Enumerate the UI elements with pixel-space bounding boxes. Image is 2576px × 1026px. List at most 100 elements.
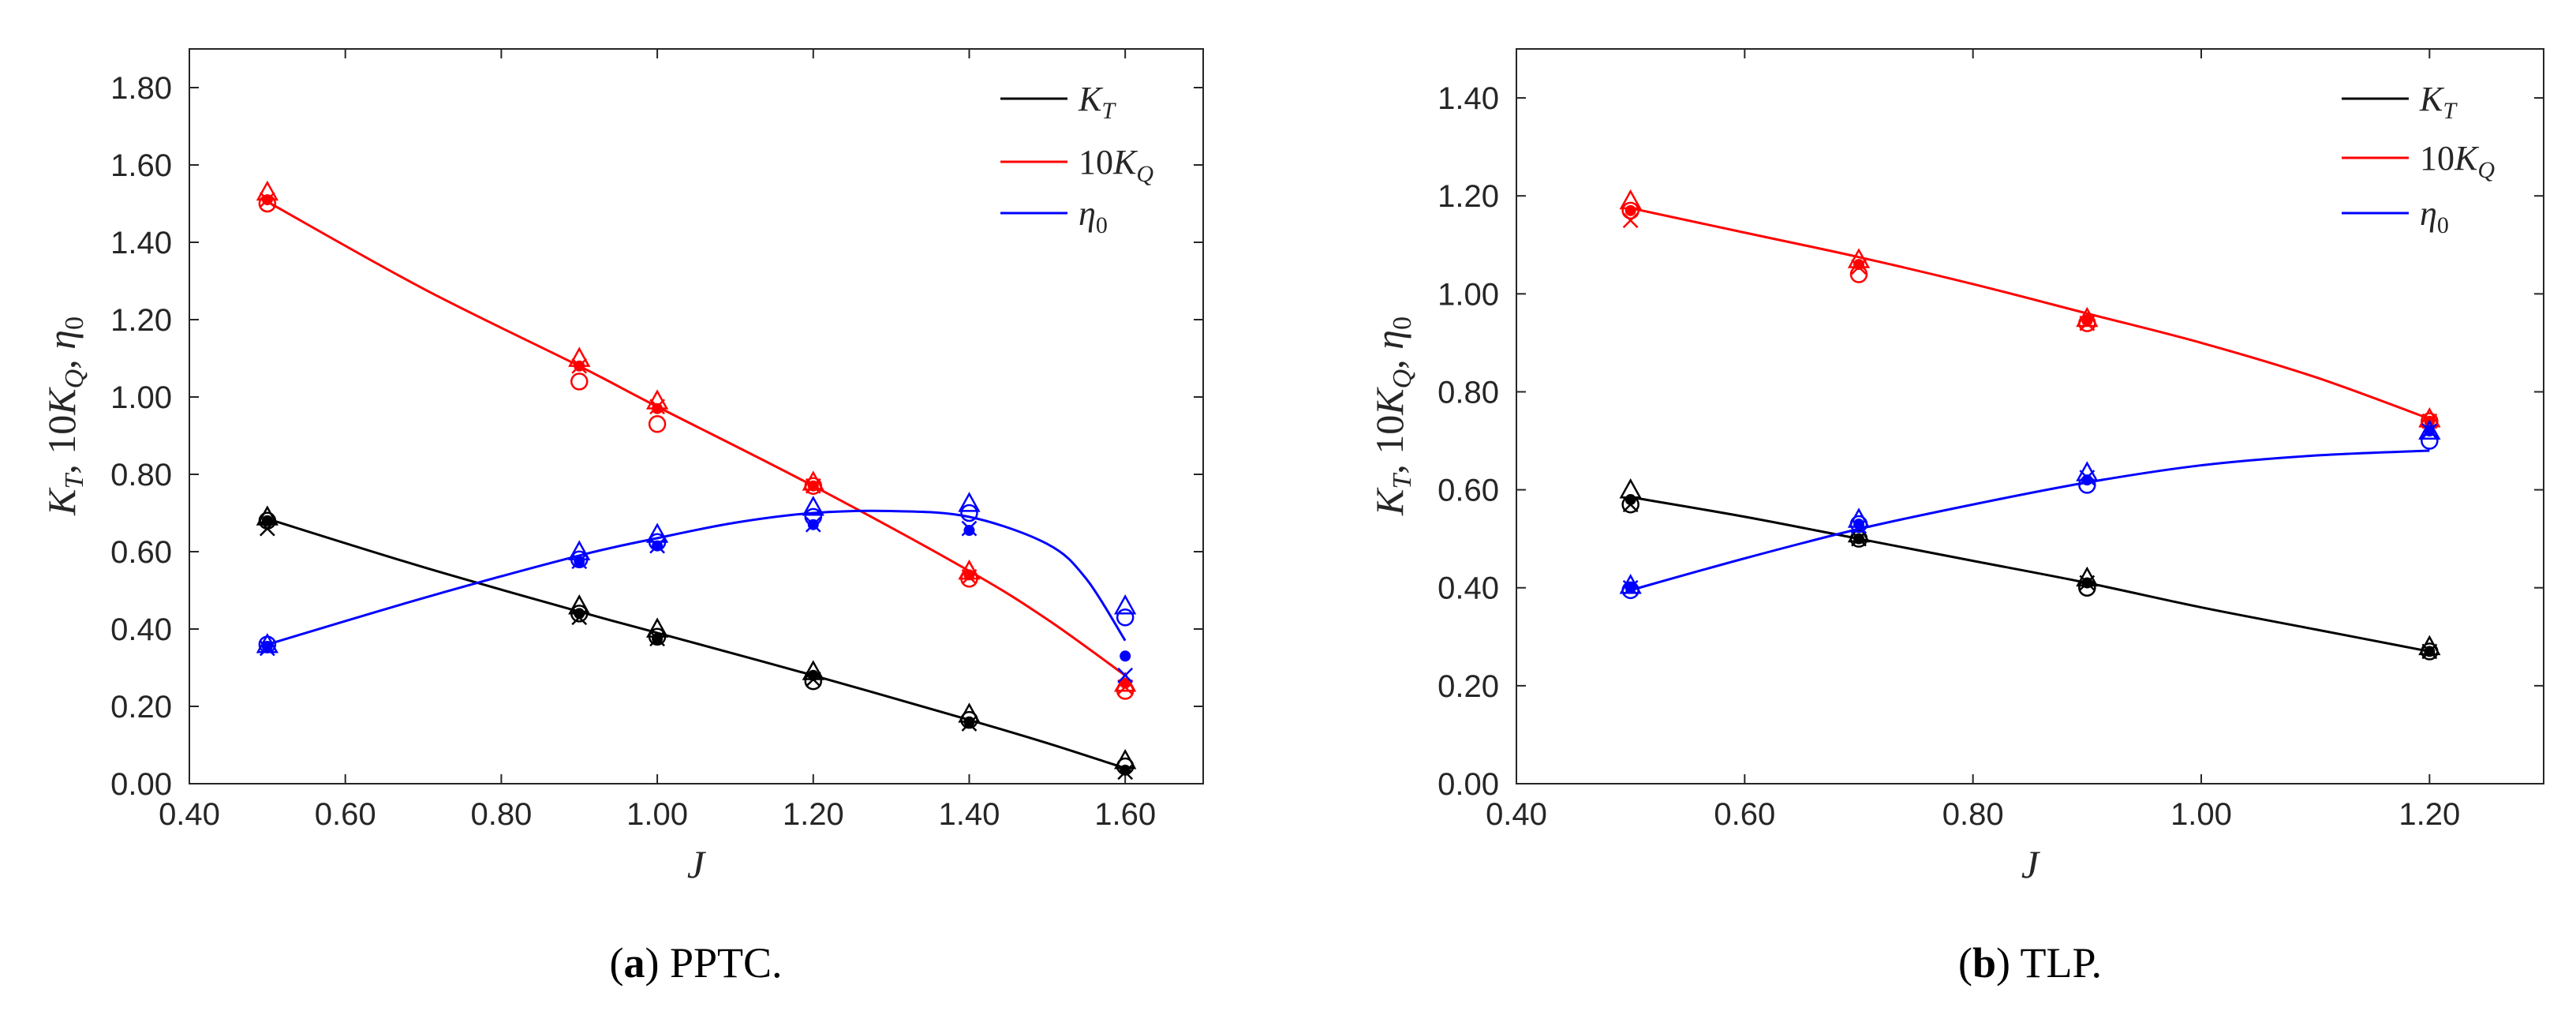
panel-a-legend: KT 10KQ η0 bbox=[1000, 80, 1153, 238]
marker-cross bbox=[1117, 679, 1134, 695]
marker-dot bbox=[1853, 259, 1864, 271]
x-tick-label: 0.60 bbox=[315, 797, 376, 832]
x-tick-label: 0.80 bbox=[1942, 797, 2004, 832]
marker-cross bbox=[259, 640, 275, 657]
marker-cross bbox=[649, 537, 665, 554]
y-tick-label: 0.20 bbox=[1438, 669, 1499, 704]
x-tick-label: 1.00 bbox=[626, 797, 688, 832]
marker-cross bbox=[805, 516, 821, 533]
marker-circle bbox=[1621, 201, 1639, 220]
marker-cross bbox=[805, 477, 821, 494]
marker-circle bbox=[648, 627, 667, 646]
marker-triangle bbox=[802, 496, 824, 516]
y-tick-label: 1.00 bbox=[1438, 277, 1499, 312]
panel-a-caption: (a) PPTC. bbox=[609, 939, 782, 987]
marker-cross bbox=[2079, 470, 2096, 485]
marker-circle bbox=[570, 550, 589, 569]
marker-circle bbox=[570, 605, 589, 623]
marker-dot bbox=[963, 569, 975, 581]
marker-dot bbox=[2081, 474, 2093, 486]
y-tick-label: 0.80 bbox=[110, 458, 172, 492]
y-tick-label: 0.60 bbox=[110, 535, 172, 570]
y-tick-label: 1.80 bbox=[110, 71, 172, 106]
marker-dot bbox=[1120, 650, 1131, 662]
series-line-10KQ bbox=[267, 200, 1127, 677]
y-tick-label: 1.20 bbox=[1438, 179, 1499, 214]
x-tick-label: 1.20 bbox=[783, 797, 844, 832]
panel-b-y-axis-label: KT, 10KQ, η0 bbox=[1367, 316, 1417, 516]
marker-dot bbox=[1120, 677, 1131, 689]
marker-cross bbox=[2421, 643, 2438, 660]
marker-dot bbox=[2081, 315, 2093, 327]
marker-circle bbox=[960, 504, 978, 522]
marker-cross bbox=[1622, 212, 1639, 229]
series-KT bbox=[1619, 478, 2441, 661]
marker-circle bbox=[1116, 608, 1135, 627]
marker-cross bbox=[571, 553, 588, 570]
x-tick-label: 1.40 bbox=[939, 797, 1000, 832]
panel-b-y-ticks: 0.00 0.20 0.40 0.60 0.80 1.00 1.20 1.40 bbox=[1438, 81, 2544, 802]
legend-label-10kq: 10KQ bbox=[2420, 139, 2495, 183]
panel-a-plot-area bbox=[189, 48, 1204, 784]
series-line-KT bbox=[1630, 496, 2430, 653]
marker-circle bbox=[2421, 642, 2439, 661]
marker-dot bbox=[807, 669, 819, 681]
panel-b-legend: KT 10KQ η0 bbox=[2342, 80, 2495, 238]
x-tick-label: 1.60 bbox=[1094, 797, 1156, 832]
marker-cross bbox=[1622, 496, 1639, 513]
panel-b-x-ticks: 0.40 0.60 0.80 1.00 1.20 bbox=[1486, 49, 2460, 832]
x-tick-label: 0.60 bbox=[1714, 797, 1775, 832]
panel-a-x-axis-label: J bbox=[687, 842, 707, 886]
series-eta0 bbox=[256, 492, 1137, 683]
y-tick-label: 0.80 bbox=[1438, 375, 1499, 410]
marker-circle bbox=[804, 477, 823, 495]
series-line-eta0 bbox=[1630, 449, 2430, 592]
marker-cross bbox=[805, 671, 821, 687]
marker-cross bbox=[2421, 423, 2438, 440]
y-tick-label: 1.40 bbox=[110, 226, 172, 260]
series-line-10KQ bbox=[1630, 207, 2430, 421]
marker-cross bbox=[1851, 259, 1867, 275]
series-10KQ bbox=[1619, 189, 2441, 430]
y-tick-label: 0.00 bbox=[110, 767, 172, 802]
marker-cross bbox=[2079, 575, 2096, 591]
panel-a-y-ticks: 0.00 0.20 0.40 0.60 0.80 1.00 1.20 1.40 1.60 1.80 bbox=[110, 71, 1203, 802]
panel-a-pptc: 0.40 0.60 0.80 1.00 1.20 1.40 1.60 0.000.200.4… bbox=[39, 48, 1204, 987]
marker-circle bbox=[960, 710, 978, 729]
legend-label-10kq: 10KQ bbox=[1079, 143, 1153, 187]
panel-a-y-axis-label: KT, 10KQ, η0 bbox=[39, 316, 89, 516]
marker-circle bbox=[1849, 530, 1868, 548]
marker-dot bbox=[1853, 519, 1864, 530]
marker-cross bbox=[1851, 530, 1867, 547]
marker-circle bbox=[570, 373, 589, 391]
marker-cross bbox=[2079, 315, 2096, 331]
marker-cross bbox=[961, 716, 978, 732]
marker-dot bbox=[652, 403, 664, 414]
panel-a-series bbox=[256, 180, 1137, 781]
series-10KQ bbox=[256, 180, 1137, 700]
x-tick-label: 0.40 bbox=[159, 797, 220, 832]
y-tick-label: 1.60 bbox=[110, 148, 172, 183]
marker-dot bbox=[1120, 764, 1131, 776]
marker-cross bbox=[1622, 579, 1639, 596]
legend-label-eta0: η0 bbox=[1079, 194, 1108, 238]
marker-cross bbox=[961, 520, 978, 537]
x-tick-label: 0.40 bbox=[1486, 797, 1547, 832]
panel-b-series bbox=[1619, 189, 2441, 661]
marker-circle bbox=[648, 415, 667, 433]
marker-cross bbox=[649, 631, 665, 647]
marker-dot bbox=[261, 515, 273, 526]
marker-dot bbox=[574, 608, 585, 620]
series-KT bbox=[256, 505, 1137, 781]
panel-b-caption: (b) TLP. bbox=[1958, 939, 2102, 987]
marker-cross bbox=[1117, 667, 1134, 683]
y-tick-label: 0.00 bbox=[1438, 767, 1499, 802]
y-tick-label: 1.00 bbox=[110, 380, 172, 415]
marker-cross bbox=[961, 568, 978, 585]
marker-dot bbox=[261, 641, 273, 653]
marker-cross bbox=[571, 609, 588, 626]
series-line-eta0 bbox=[267, 509, 1127, 646]
marker-cross bbox=[571, 358, 588, 374]
panel-b-tlp: 0.40 0.60 0.80 1.00 1.20 0.00 0.20 0.40 0.60 0.8… bbox=[1367, 48, 2544, 987]
